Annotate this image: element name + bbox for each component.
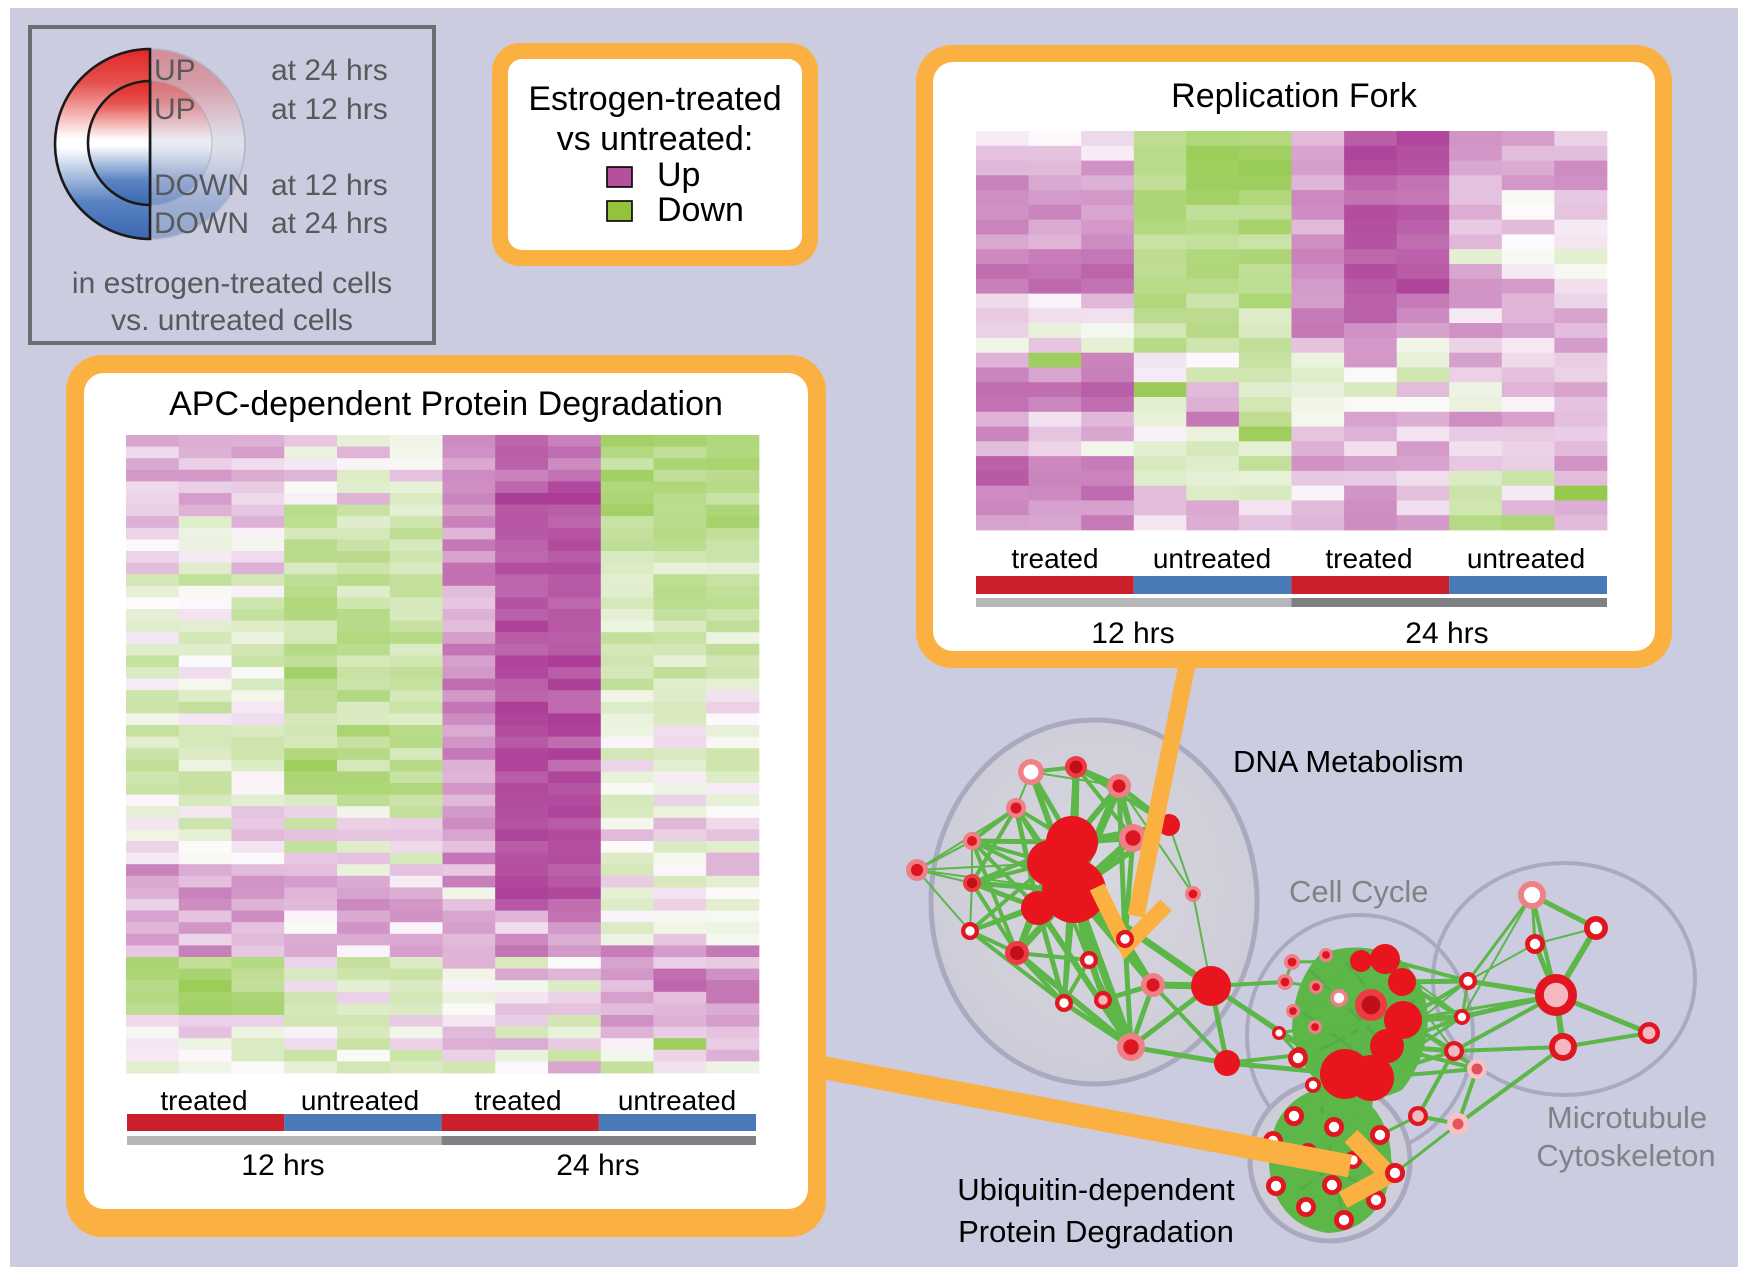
svg-text:untreated: untreated — [1467, 543, 1585, 574]
svg-text:DOWN: DOWN — [154, 207, 249, 240]
svg-text:UP: UP — [154, 93, 196, 126]
svg-text:Protein Degradation: Protein Degradation — [958, 1214, 1234, 1249]
svg-text:at 24 hrs: at 24 hrs — [271, 207, 388, 240]
svg-text:vs. untreated cells: vs. untreated cells — [111, 304, 353, 337]
svg-text:untreated: untreated — [301, 1085, 419, 1116]
svg-text:UP: UP — [154, 54, 196, 87]
svg-text:treated: treated — [474, 1085, 561, 1116]
svg-text:24 hrs: 24 hrs — [556, 1149, 639, 1182]
svg-text:at 24 hrs: at 24 hrs — [271, 54, 388, 87]
svg-text:Cytoskeleton: Cytoskeleton — [1536, 1138, 1715, 1173]
svg-text:DOWN: DOWN — [154, 169, 249, 202]
svg-text:Up: Up — [657, 156, 700, 194]
svg-text:treated: treated — [1325, 543, 1412, 574]
svg-text:in estrogen-treated cells: in estrogen-treated cells — [72, 267, 392, 300]
svg-text:untreated: untreated — [1153, 543, 1271, 574]
svg-text:treated: treated — [1011, 543, 1098, 574]
svg-text:treated: treated — [160, 1085, 247, 1116]
svg-text:Replication Fork: Replication Fork — [1171, 77, 1418, 115]
svg-text:Down: Down — [657, 191, 744, 229]
svg-text:12 hrs: 12 hrs — [1091, 617, 1174, 650]
svg-text:Ubiquitin-dependent: Ubiquitin-dependent — [957, 1172, 1235, 1207]
svg-text:at 12 hrs: at 12 hrs — [271, 169, 388, 202]
svg-text:12 hrs: 12 hrs — [241, 1149, 324, 1182]
svg-text:Microtubule: Microtubule — [1547, 1100, 1707, 1135]
svg-text:APC-dependent Protein Degradat: APC-dependent Protein Degradation — [169, 385, 723, 423]
svg-text:Estrogen-treated: Estrogen-treated — [528, 80, 781, 118]
svg-text:at 12 hrs: at 12 hrs — [271, 93, 388, 126]
svg-text:Cell Cycle: Cell Cycle — [1289, 874, 1429, 909]
svg-text:untreated: untreated — [618, 1085, 736, 1116]
svg-text:24 hrs: 24 hrs — [1405, 617, 1488, 650]
svg-text:vs untreated:: vs untreated: — [557, 120, 754, 158]
svg-text:DNA Metabolism: DNA Metabolism — [1233, 744, 1464, 779]
